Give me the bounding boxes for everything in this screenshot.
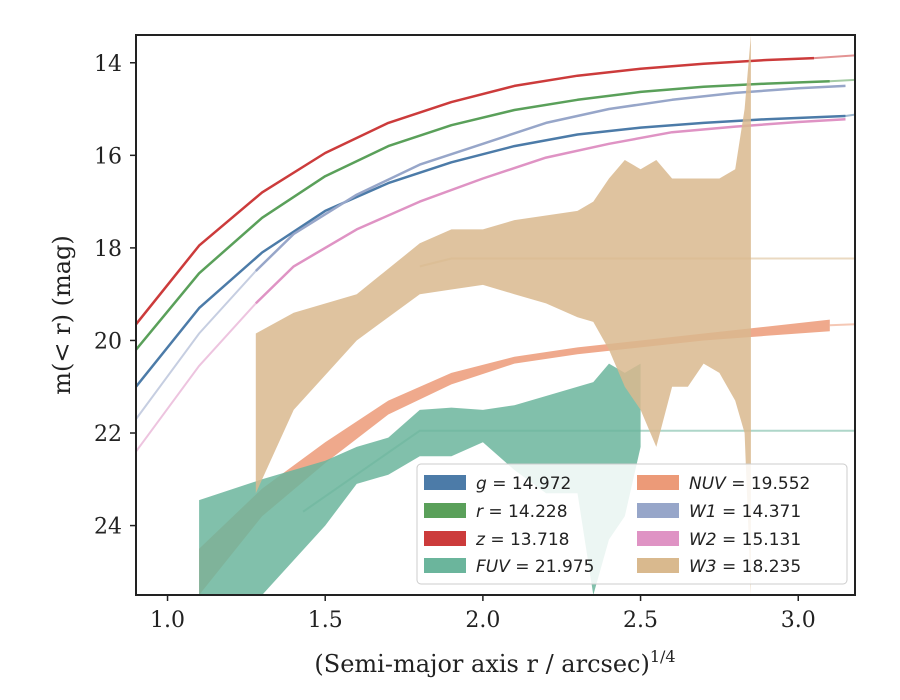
y-axis-label: m(< r) (mag) — [48, 235, 76, 394]
x-axis-label-exponent: 1/4 — [650, 647, 676, 666]
series-r-model — [829, 78, 855, 83]
series-z-model — [813, 54, 855, 60]
plot-area — [136, 35, 855, 595]
legend-label-z: z = 13.718 — [475, 530, 569, 550]
legend-label-nuv: NUV = 19.552 — [689, 474, 810, 494]
plot-frame — [135, 34, 856, 596]
x-axis-label-main: (Semi-major axis r / arcsec) — [314, 650, 649, 678]
legend-swatch-r — [424, 503, 466, 518]
series-nuv-band — [199, 319, 830, 595]
series-w3-model — [419, 257, 855, 268]
legend-swatch-w3 — [637, 558, 679, 573]
legend-swatch-w2 — [637, 531, 679, 546]
y-axis: 14 16 18 20 22 24 — [94, 52, 136, 540]
legend-swatch-fuv — [424, 558, 466, 573]
x-tick-label: 2.5 — [623, 608, 658, 633]
x-axis: 1.0 1.5 2.0 2.5 3.0 — [150, 595, 816, 633]
legend-swatch-z — [424, 531, 466, 546]
series-z-line — [136, 56, 815, 326]
series-w3-band — [255, 35, 751, 595]
y-tick-label: 18 — [94, 237, 122, 262]
legend-swatch-g — [424, 475, 466, 490]
series-r-line — [136, 80, 830, 351]
y-tick-label: 20 — [94, 329, 122, 354]
x-axis-label: (Semi-major axis r / arcsec)1/4 — [314, 647, 675, 678]
y-tick-label: 22 — [94, 422, 122, 447]
series-fuv-band — [199, 363, 641, 595]
series-g-model — [845, 113, 855, 117]
legend-swatch-w1 — [637, 503, 679, 518]
y-tick-label: 16 — [94, 144, 122, 169]
series-g-line — [136, 114, 846, 388]
legend-label-w1: W1 = 14.371 — [689, 502, 801, 522]
x-tick-label: 2.0 — [465, 608, 500, 633]
x-tick-label: 1.0 — [150, 608, 185, 633]
series-w2-model — [136, 302, 257, 453]
legend-label-w2: W2 = 15.131 — [689, 530, 801, 550]
x-tick-label: 1.5 — [308, 608, 343, 633]
legend-label-fuv: FUV = 21.975 — [476, 557, 594, 577]
y-tick-label: 14 — [94, 52, 122, 77]
legend-label-r: r = 14.228 — [476, 502, 568, 522]
legend-swatch-nuv — [637, 475, 679, 490]
series-w2-line — [254, 117, 846, 305]
y-tick-label: 24 — [94, 515, 122, 540]
legend-label-g: g = 14.972 — [476, 474, 571, 494]
series-nuv-model — [829, 323, 855, 327]
x-tick-label: 3.0 — [781, 608, 816, 633]
legend-box — [416, 463, 848, 585]
series-w1-line — [254, 84, 846, 272]
legend: g = 14.972 r = 14.228 z = 13.718 FUV = 21.9… — [416, 463, 848, 585]
series-w1-model — [136, 270, 257, 420]
legend-label-w3: W3 = 18.235 — [689, 557, 801, 577]
series-fuv-model — [302, 429, 855, 513]
